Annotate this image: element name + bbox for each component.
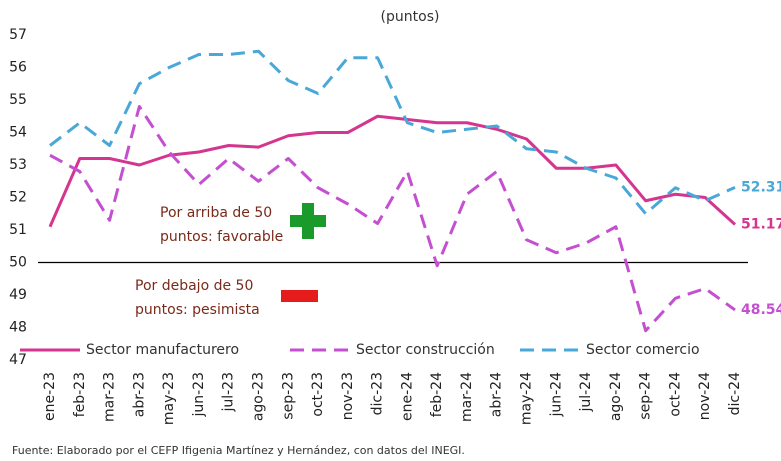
x-tick-label: ene-23 [42, 372, 58, 421]
x-tick-label: jun-23 [191, 372, 207, 418]
x-tick-label: jul-23 [221, 372, 237, 413]
y-tick-label: 55 [9, 92, 27, 108]
x-tick-label: feb-23 [72, 372, 88, 417]
y-tick-label: 53 [9, 157, 27, 173]
x-tick-label: oct-23 [310, 372, 326, 417]
y-tick-label: 47 [9, 352, 27, 368]
legend-label: Sector manufacturero [86, 342, 239, 358]
x-tick-label: may-24 [519, 372, 535, 425]
x-tick-label: sep-24 [638, 372, 654, 420]
x-tick-label: jul-24 [578, 372, 594, 413]
end-value-label: 52.31 [741, 179, 781, 195]
y-tick-label: 48 [9, 320, 27, 336]
x-tick-label: nov-24 [697, 372, 713, 420]
x-tick-label: may-23 [161, 372, 177, 425]
x-tick-label: dic-24 [727, 372, 743, 415]
annotation: Por arriba de 50 [160, 205, 272, 221]
x-tick-label: mar-23 [102, 372, 118, 422]
y-tick-label: 57 [9, 27, 27, 43]
x-tick-label: mar-24 [459, 372, 475, 422]
y-tick-label: 51 [9, 222, 27, 238]
annotation: puntos: pesimista [135, 302, 260, 318]
y-tick-label: 56 [9, 60, 27, 76]
legend-label: Sector construcción [356, 342, 495, 358]
x-tick-label: nov-23 [340, 372, 356, 420]
source: Fuente: Elaborado por el CEFP Ifigenia M… [12, 444, 465, 457]
y-tick-label: 49 [9, 287, 27, 303]
minus-icon [281, 290, 318, 302]
end-value-label: 51.17 [741, 216, 781, 232]
series-line [49, 49, 736, 216]
x-tick-label: ago-23 [250, 372, 266, 421]
y-tick-label: 54 [9, 125, 27, 141]
x-tick-label: ago-24 [608, 372, 624, 421]
x-tick-label: sep-23 [280, 372, 296, 420]
annotation: Por debajo de 50 [135, 278, 253, 294]
x-tick-label: jun-24 [548, 372, 564, 418]
end-value-label: 48.54 [741, 302, 781, 318]
annotation: puntos: favorable [160, 229, 283, 245]
x-tick-label: dic-23 [370, 372, 386, 415]
y-tick-label: 50 [9, 255, 27, 271]
y-tick-label: 52 [9, 190, 27, 206]
series-line [48, 114, 737, 228]
series-line [49, 105, 736, 333]
plus-icon [290, 203, 326, 239]
x-tick-label: abr-23 [131, 372, 147, 417]
legend-label: Sector comercio [586, 342, 700, 358]
x-tick-label: abr-24 [489, 372, 505, 417]
x-tick-label: oct-24 [667, 372, 683, 417]
x-tick-label: ene-24 [399, 372, 415, 421]
x-tick-label: feb-24 [429, 372, 445, 417]
chart-title: (puntos) [381, 9, 440, 25]
